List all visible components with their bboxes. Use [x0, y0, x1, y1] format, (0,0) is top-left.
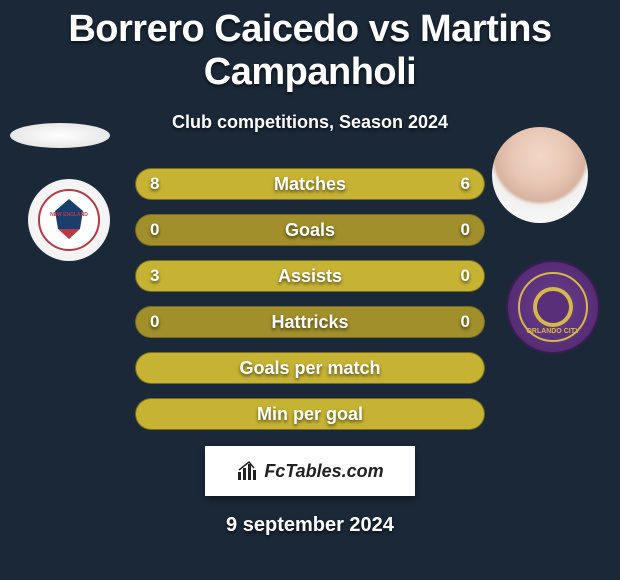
stat-value-right: 0	[461, 266, 470, 286]
stat-row: 0 Goals 0	[135, 214, 485, 246]
stats-container: 8 Matches 6 0 Goals 0 3 Assists 0 0 Hattricks 0 Goal…	[135, 168, 485, 430]
player1-avatar	[10, 123, 110, 148]
stat-label: Goals	[285, 220, 335, 241]
stat-row: 3 Assists 0	[135, 260, 485, 292]
brand-box: FcTables.com	[205, 446, 415, 496]
stat-label: Assists	[278, 266, 342, 287]
page-title: Borrero Caicedo vs Martins Campanholi	[0, 0, 620, 94]
stat-value-left: 3	[150, 266, 159, 286]
club1-label: NEW ENGLAND	[50, 212, 88, 218]
club2-label: ORLANDO CITY	[526, 328, 580, 335]
stat-row: Min per goal	[135, 398, 485, 430]
club2-badge: ORLANDO CITY	[506, 260, 600, 354]
stat-row: 8 Matches 6	[135, 168, 485, 200]
stat-label: Hattricks	[271, 312, 348, 333]
stat-value-right: 0	[461, 220, 470, 240]
stat-value-right: 0	[461, 312, 470, 332]
stat-row: Goals per match	[135, 352, 485, 384]
stat-value-left: 0	[150, 220, 159, 240]
club2-crest-icon: ORLANDO CITY	[517, 271, 589, 343]
date-text: 9 september 2024	[0, 514, 620, 537]
club1-crest-icon: NEW ENGLAND	[38, 189, 100, 251]
stat-label: Goals per match	[239, 358, 380, 379]
stat-label: Min per goal	[257, 404, 363, 425]
player2-avatar	[492, 127, 588, 223]
club1-badge: NEW ENGLAND	[28, 179, 110, 261]
stat-value-left: 8	[150, 174, 159, 194]
stat-label: Matches	[274, 174, 346, 195]
stat-row: 0 Hattricks 0	[135, 306, 485, 338]
stat-value-left: 0	[150, 312, 159, 332]
stat-value-right: 6	[461, 174, 470, 194]
brand-chart-icon	[236, 460, 258, 482]
brand-text: FcTables.com	[264, 461, 383, 482]
